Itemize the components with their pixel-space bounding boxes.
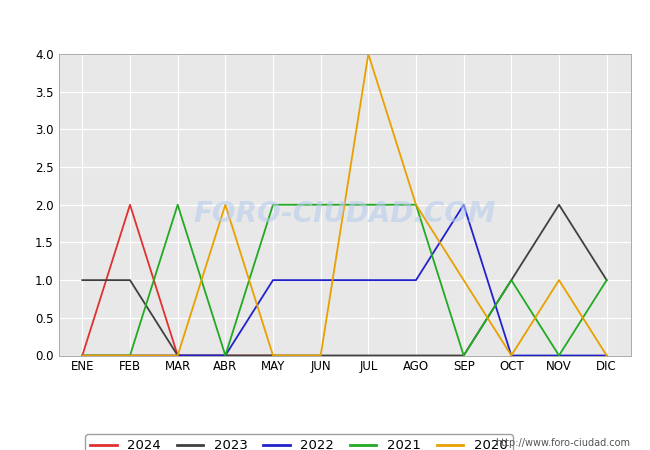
Text: FORO-CIUDAD.COM: FORO-CIUDAD.COM bbox=[193, 200, 496, 228]
Text: Matriculaciones de Vehiculos en Villoruela: Matriculaciones de Vehiculos en Villorue… bbox=[135, 14, 515, 33]
Text: http://www.foro-ciudad.com: http://www.foro-ciudad.com bbox=[495, 438, 630, 448]
Legend: 2024, 2023, 2022, 2021, 2020: 2024, 2023, 2022, 2021, 2020 bbox=[85, 434, 513, 450]
